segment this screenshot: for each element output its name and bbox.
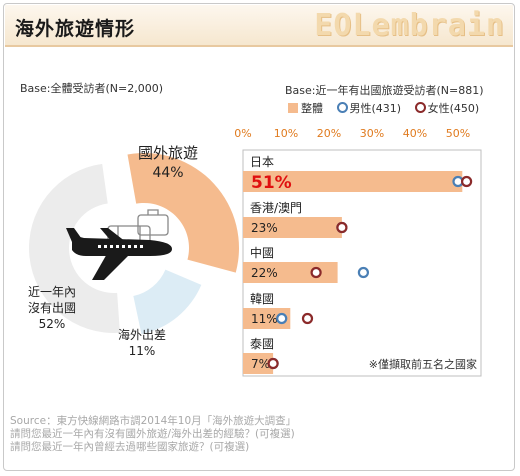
bar-total — [243, 217, 342, 238]
brand-logo: EOLembrain — [314, 8, 505, 43]
airplane-illustration — [66, 209, 172, 280]
bar-value-label: 22% — [251, 266, 278, 280]
bar-value-label: 23% — [251, 221, 278, 235]
category-label: 中國 — [250, 245, 274, 260]
legend-female-marker — [414, 102, 426, 113]
male-point — [357, 266, 369, 279]
x-tick-label: 10% — [274, 127, 298, 140]
category-label: 日本 — [250, 155, 274, 169]
female-point — [310, 266, 322, 279]
bar-total — [243, 353, 274, 374]
legend-total-swatch — [288, 103, 298, 113]
legend-female-label: 女性(450) — [427, 102, 480, 115]
page-title: 海外旅遊情形 — [15, 18, 136, 40]
x-tick-label: 0% — [234, 127, 251, 140]
pie-slice-2 — [28, 163, 120, 333]
category-label: 香港/澳門 — [250, 201, 302, 215]
pie-pct-2: 52% — [39, 317, 66, 331]
pie-label-0: 國外旅遊 — [138, 144, 198, 162]
note-text: ※僅擷取前五名之國家 — [369, 357, 477, 371]
legend-male-marker — [336, 102, 348, 113]
female-point — [461, 175, 473, 188]
pie-label-2-line-1: 近一年內 — [28, 285, 76, 299]
left-base-text: Base:全體受訪者(N=2,000) — [20, 82, 164, 95]
bar-value-label: 11% — [251, 312, 278, 326]
question-line-1: 請問您最近一年內有沒有國外旅遊/海外出差的經驗？(可複選) — [10, 428, 295, 440]
legend-total-label: 整體 — [301, 102, 323, 115]
bar-chart: 0% 10% 20% 30% 40% 50% 日本 51% 香港/澳門 23% 中國 22% 韓國 11%… — [234, 127, 482, 377]
x-tick-label: 40% — [403, 127, 427, 140]
source-line: Source：東方快線網路市調2014年10月「海外旅遊大調查」 — [10, 415, 297, 427]
male-point — [276, 312, 288, 325]
pie-pct-0: 44% — [152, 165, 183, 181]
category-label: 韓國 — [250, 292, 274, 306]
bar-total — [243, 262, 338, 283]
female-point — [267, 357, 279, 370]
category-label: 泰國 — [250, 337, 274, 351]
title-bar: 海外旅遊情形 EOLembrain — [5, 5, 513, 47]
pie-slice-0 — [127, 153, 239, 273]
pie-label-2-line-2: 沒有出國 — [28, 301, 76, 315]
legend-male-label: 男性(431) — [349, 102, 402, 115]
bar-value-label: 7% — [251, 357, 270, 371]
bar-total — [243, 171, 463, 192]
female-point — [301, 312, 314, 325]
legend: 整體 男性(431) 女性(450) — [288, 100, 479, 116]
pie-slice-1 — [133, 269, 202, 335]
bar-total — [243, 308, 291, 329]
question-line-2: 請問您最近一年內曾經去過哪些國家旅遊？(可複選) — [10, 441, 250, 453]
female-point — [336, 221, 348, 234]
bar-value-label: 51% — [251, 173, 292, 193]
x-tick-label: 20% — [317, 127, 341, 140]
x-tick-label: 30% — [360, 127, 384, 140]
x-tick-label: 50% — [446, 127, 470, 140]
right-base-text: Base:近一年有出國旅遊受訪者(N=881) — [285, 84, 484, 97]
pie-pct-1: 11% — [129, 344, 156, 358]
pie-label-1: 海外出差 — [118, 327, 166, 342]
